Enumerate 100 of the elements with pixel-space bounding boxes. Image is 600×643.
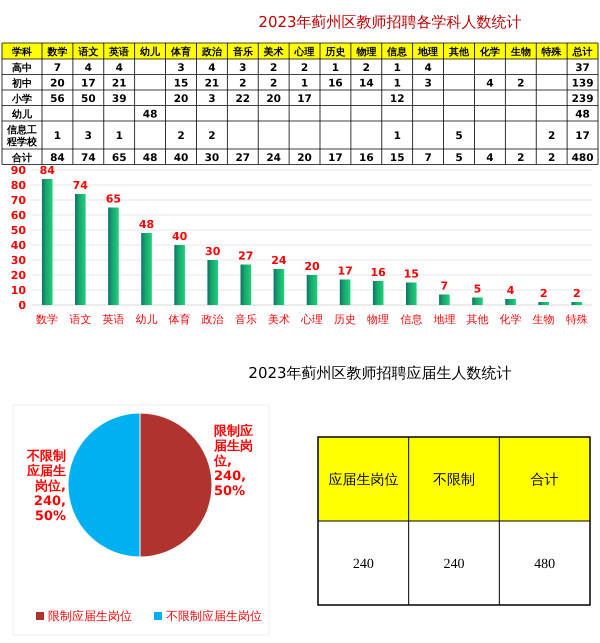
y-tick-label: 60 [10, 209, 26, 222]
data-label: 56 [50, 92, 65, 105]
data-label: 5 [455, 130, 463, 142]
data-label: 1 [394, 130, 401, 142]
data-label: 24 [266, 152, 281, 164]
data-label: 2 [572, 287, 581, 300]
data-label: 50 [81, 92, 96, 105]
data-label: 4 [424, 62, 432, 74]
data-label: 20 [50, 77, 65, 90]
data-label: 84 [50, 152, 65, 164]
data-label: 16 [370, 266, 386, 279]
data-label: 4 [116, 62, 123, 74]
data-label: 2 [270, 62, 278, 74]
data-label: 12 [390, 92, 405, 105]
data-label: 1 [54, 130, 62, 142]
data-label: 3 [177, 62, 185, 74]
data-label: 3 [84, 130, 92, 142]
x-tick-label: 政治 [200, 46, 223, 58]
data-label: 17 [575, 130, 590, 142]
data-label: 17 [297, 92, 312, 105]
x-tick-label: 物理 [367, 313, 390, 326]
x-tick-label: 特殊 [566, 313, 588, 326]
data-label: 2 [517, 77, 524, 90]
x-tick-label: 地理 [432, 313, 456, 326]
y-tick-label: 信息工程学校 [6, 124, 38, 148]
data-label: 15 [390, 152, 405, 164]
bar [207, 260, 218, 305]
data-label: 48 [142, 108, 158, 120]
bar [174, 245, 185, 305]
bar [439, 294, 450, 305]
bar [141, 233, 152, 305]
data-label: 37 [575, 62, 590, 74]
data-label: 20 [297, 152, 312, 164]
data-label: 39 [112, 92, 127, 105]
x-tick-label: 美术 [268, 313, 290, 326]
data-label: 65 [106, 192, 122, 206]
y-tick-label: 10 [10, 284, 26, 297]
data-label: 14 [359, 77, 374, 90]
x-tick-label: 数学 [46, 46, 68, 58]
x-tick-label: 幼儿 [139, 46, 162, 58]
y-tick-label: 30 [10, 254, 26, 267]
data-label: 30 [204, 152, 220, 164]
data-label: 22 [235, 92, 250, 105]
x-tick-label: 合计 [530, 472, 559, 488]
bar [108, 208, 119, 305]
data-label: 2 [239, 77, 246, 90]
x-tick-label: 其他 [466, 313, 488, 326]
data-label: 480 [572, 152, 594, 164]
legend-label: 限制应届生岗位 [48, 609, 132, 623]
bar [240, 264, 252, 305]
data-label: 1 [394, 62, 401, 74]
x-tick-label: 总计 [572, 46, 593, 58]
data-label: 239 [572, 92, 594, 105]
y-tick-label: 合计 [11, 152, 32, 164]
y-tick-label: 0 [18, 299, 26, 312]
data-label: 4 [208, 62, 216, 74]
data-label: 20 [304, 260, 320, 273]
data-label: 4 [506, 284, 515, 297]
x-tick-label: 体育 [168, 313, 191, 326]
bar [340, 280, 350, 305]
data-label: 2 [208, 130, 216, 142]
data-label: 2 [517, 152, 524, 164]
x-tick-label: 体育 [170, 46, 191, 58]
data-label: 65 [112, 152, 127, 164]
data-label: 16 [359, 152, 374, 164]
data-label: 2 [177, 130, 185, 142]
data-label: 1 [116, 130, 123, 142]
x-tick-label: 幼儿 [136, 313, 158, 326]
data-label: 17 [337, 264, 353, 278]
data-label: 74 [72, 179, 88, 192]
x-tick-label: 不限制 [433, 472, 475, 488]
x-tick-label: 语文 [69, 313, 92, 326]
data-label: 4 [84, 62, 92, 74]
data-label: 15 [174, 77, 188, 90]
data-label: 2 [270, 77, 278, 90]
bar [306, 275, 318, 305]
data-label: 1 [394, 77, 401, 90]
legend-label: 不限制应届生岗位 [166, 609, 262, 623]
data-label: 3 [424, 77, 432, 90]
data-label: 40 [174, 152, 188, 164]
data-label: 21 [112, 77, 127, 90]
x-tick-label: 物理 [355, 46, 376, 58]
data-label: 48 [575, 108, 590, 120]
x-tick-label: 生物 [510, 46, 531, 58]
data-label: 不限制应届生岗位, 240, 50% [26, 449, 66, 524]
x-tick-label: 心理 [294, 46, 315, 58]
y-tick-label: 高中 [12, 62, 32, 74]
data-label: 240 [352, 557, 374, 572]
bar [505, 299, 516, 305]
x-tick-label: 其他 [448, 46, 470, 58]
bar [406, 282, 417, 305]
data-label: 5 [455, 152, 463, 164]
data-label: 40 [172, 230, 188, 243]
y-tick-label: 40 [10, 239, 26, 252]
data-label: 2 [300, 62, 308, 74]
data-label: 2 [540, 287, 548, 300]
data-label: 20 [174, 92, 188, 105]
x-tick-label: 特殊 [540, 46, 563, 58]
bar [42, 179, 53, 305]
x-tick-label: 生物 [532, 313, 555, 326]
